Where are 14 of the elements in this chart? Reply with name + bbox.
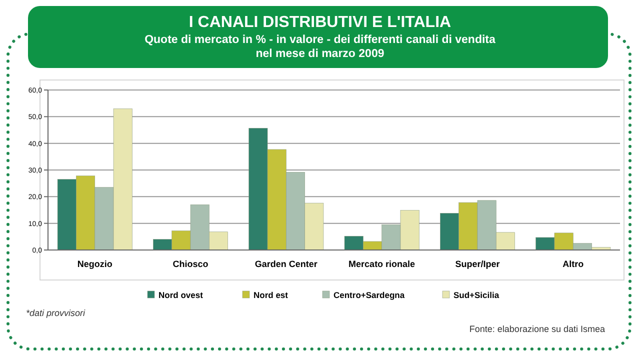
legend-label: Nord ovest: [158, 290, 204, 300]
text: *dati provvisori: [26, 308, 86, 318]
legend-label: Centro+Sardegna: [334, 290, 405, 300]
source-note: Fonte: elaborazione su dati Ismea: [469, 324, 605, 334]
x-tick-label: Garden Center: [254, 259, 318, 269]
x-tick-label: Altro: [562, 259, 584, 269]
legend-label: Sud+Sicilia: [454, 290, 500, 300]
legend-label: Nord est: [254, 290, 288, 300]
chart-subtitle: Quote di mercato in % - in valore - dei differenti canali di vendita nel mese di marzo 2009: [144, 34, 496, 60]
x-tick-label: Mercato rionale: [348, 259, 416, 269]
x-tick-label: Super/Iper: [455, 259, 500, 269]
x-tick-label: Chiosco: [172, 259, 209, 269]
chart-title: I CANALI DISTRIBUTIVI E L'ITALIA: [188, 14, 452, 31]
x-tick-label: Negozio: [77, 259, 113, 269]
